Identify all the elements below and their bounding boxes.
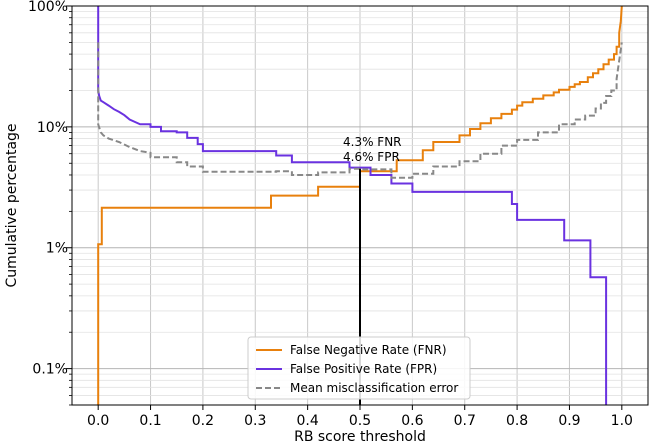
x-tick-label: 0.6 bbox=[401, 413, 423, 429]
series-line-2 bbox=[97, 6, 608, 405]
x-tick-label: 0.5 bbox=[349, 413, 371, 429]
y-tick-label: 100% bbox=[28, 0, 68, 15]
legend-label-2: False Positive Rate (FPR) bbox=[290, 362, 437, 376]
x-tick-label: 0.2 bbox=[192, 413, 214, 429]
x-tick-label: 0.4 bbox=[297, 413, 319, 429]
series-layer bbox=[97, 5, 623, 405]
annotation-fpr: 4.6% FPR bbox=[343, 150, 400, 164]
legend-label-3: Mean misclassification error bbox=[290, 381, 458, 395]
x-tick-label: 0.7 bbox=[454, 413, 476, 429]
annotation-fnr: 4.3% FNR bbox=[343, 135, 402, 149]
legend-label-1: False Negative Rate (FNR) bbox=[290, 343, 447, 357]
x-tick-label: 0.1 bbox=[139, 413, 161, 429]
y-tick-label: 10% bbox=[37, 120, 68, 136]
x-tick-label: 0.8 bbox=[506, 413, 528, 429]
legend: False Negative Rate (FNR) False Positive … bbox=[247, 336, 471, 400]
x-tick-label: 0.3 bbox=[244, 413, 266, 429]
x-tick-label: 0.9 bbox=[558, 413, 580, 429]
series-line-1 bbox=[97, 5, 623, 405]
series-line-3 bbox=[97, 42, 623, 179]
x-tick-label: 0.0 bbox=[87, 413, 109, 429]
y-axis-label: Cumulative percentage bbox=[4, 123, 20, 287]
x-axis-label: RB score threshold bbox=[294, 429, 426, 445]
legend-box bbox=[247, 336, 471, 400]
x-tick-label: 1.0 bbox=[611, 413, 633, 429]
ticks: 0.0 0.1 0.2 0.3 0.4 0.5 0.6 0.7 0.8 0.9 1.0 0.1% 1% 1… bbox=[28, 0, 633, 429]
y-tick-label: 0.1% bbox=[32, 362, 68, 378]
y-tick-label: 1% bbox=[46, 241, 68, 257]
